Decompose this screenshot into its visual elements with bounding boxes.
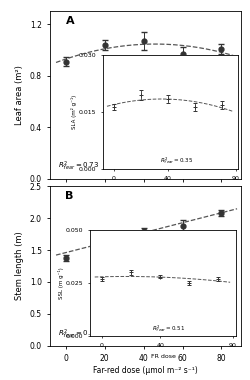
Text: A: A bbox=[65, 16, 74, 27]
Text: $R_{Year}^2 = 0.51$: $R_{Year}^2 = 0.51$ bbox=[151, 323, 184, 334]
Y-axis label: Stem length (m): Stem length (m) bbox=[15, 232, 24, 300]
Y-axis label: SLA (m² g⁻¹): SLA (m² g⁻¹) bbox=[71, 95, 77, 129]
X-axis label: FR dose: FR dose bbox=[158, 187, 182, 192]
X-axis label: Far-red dose (μmol m⁻² s⁻¹): Far-red dose (μmol m⁻² s⁻¹) bbox=[93, 366, 197, 375]
Y-axis label: Leaf area (m²): Leaf area (m²) bbox=[15, 65, 24, 125]
Text: $R_{Year}^2 = 0.97$: $R_{Year}^2 = 0.97$ bbox=[58, 328, 99, 341]
Y-axis label: SSL (m g⁻¹): SSL (m g⁻¹) bbox=[58, 267, 64, 299]
Text: $R_{Year}^2 = 0.35$: $R_{Year}^2 = 0.35$ bbox=[159, 155, 192, 166]
Text: B: B bbox=[65, 191, 74, 201]
Text: $R_{Year}^2 = 0.73$: $R_{Year}^2 = 0.73$ bbox=[58, 160, 99, 173]
X-axis label: FR dose: FR dose bbox=[150, 354, 175, 359]
